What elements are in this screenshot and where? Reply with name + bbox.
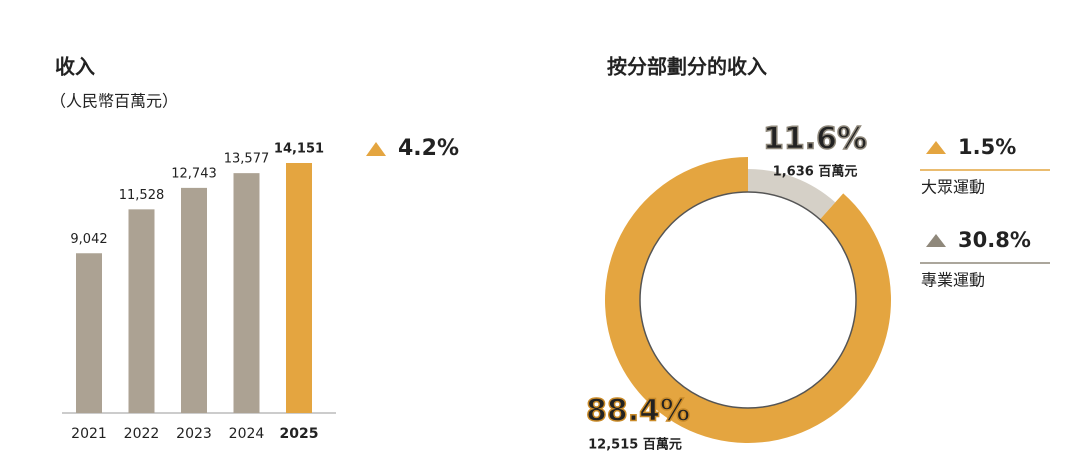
legend-label: 大眾運動 — [921, 178, 985, 197]
bar — [286, 163, 312, 413]
amount-label: 1,636 百萬元 — [773, 164, 858, 180]
donut-hole-ring — [639, 191, 857, 409]
legend-label: 專業運動 — [921, 271, 985, 290]
bar — [76, 253, 102, 413]
donut-segment — [748, 169, 836, 220]
legend-arrow — [926, 141, 946, 154]
legend-growth: 30.8% — [958, 228, 1031, 252]
value-label: 14,151 — [274, 142, 324, 157]
growth-arrow — [366, 142, 386, 156]
x-tick-label: 2024 — [229, 426, 265, 442]
value-label: 12,743 — [171, 166, 217, 181]
x-tick-label: 2025 — [280, 426, 319, 442]
value-label: 9,042 — [70, 232, 107, 247]
chart-subtitle: （人民幣百萬元） — [50, 92, 178, 111]
value-label: 13,577 — [224, 152, 270, 167]
x-tick-label: 2021 — [71, 426, 107, 442]
growth-label: 4.2% — [398, 136, 459, 161]
value-label: 11.6% — [763, 122, 867, 157]
value-label: 88.4% — [586, 394, 690, 429]
chart-title: 收入 — [55, 55, 95, 79]
bar — [233, 173, 260, 413]
amount-label: 12,515 百萬元 — [588, 437, 682, 453]
x-tick-label: 2022 — [124, 426, 160, 442]
bar — [128, 209, 155, 413]
x-tick-label: 2023 — [176, 426, 212, 442]
legend-growth: 1.5% — [958, 135, 1016, 159]
legend-arrow — [926, 234, 946, 247]
bar — [181, 187, 207, 413]
chart-title: 按分部劃分的收入 — [607, 55, 767, 79]
value-label: 11,528 — [119, 188, 165, 203]
